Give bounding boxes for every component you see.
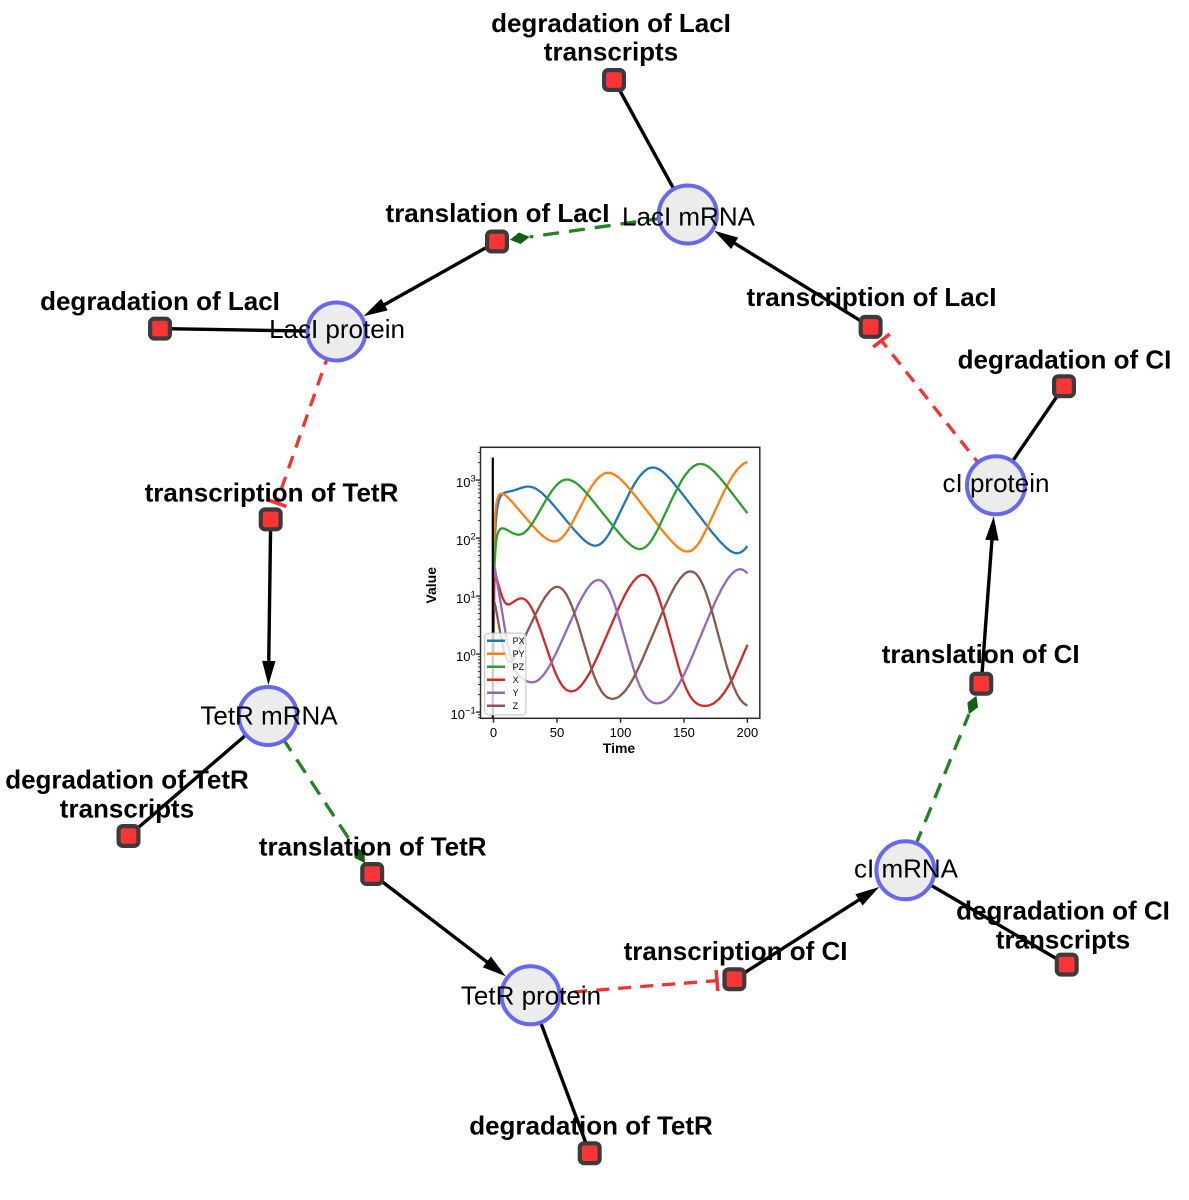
svg-text:translation of CI: translation of CI	[882, 639, 1080, 669]
svg-text:degradation of LacI: degradation of LacI	[40, 286, 280, 316]
svg-text:transcripts: transcripts	[544, 37, 678, 67]
svg-text:transcription of TetR: transcription of TetR	[145, 478, 399, 508]
svg-text:degradation of CI: degradation of CI	[958, 345, 1172, 375]
svg-text:transcripts: transcripts	[60, 794, 194, 824]
svg-text:200: 200	[737, 725, 759, 740]
svg-text:103: 103	[456, 474, 476, 491]
svg-text:PY: PY	[513, 649, 525, 659]
svg-text:degradation of TetR: degradation of TetR	[5, 765, 249, 795]
svg-text:translation of LacI: translation of LacI	[386, 198, 610, 228]
svg-text:degradation of TetR: degradation of TetR	[469, 1111, 713, 1141]
svg-text:Time: Time	[603, 740, 636, 756]
svg-text:PX: PX	[513, 636, 525, 646]
svg-text:101: 101	[456, 590, 476, 607]
svg-text:Z: Z	[513, 701, 519, 711]
svg-text:degradation of CI: degradation of CI	[956, 895, 1170, 925]
svg-text:102: 102	[456, 532, 476, 549]
svg-text:cI mRNA: cI mRNA	[854, 853, 959, 883]
svg-text:TetR mRNA: TetR mRNA	[200, 701, 338, 731]
svg-text:degradation of LacI: degradation of LacI	[491, 8, 731, 38]
svg-text:100: 100	[610, 725, 632, 740]
svg-text:translation of TetR: translation of TetR	[259, 831, 487, 861]
svg-text:0: 0	[490, 725, 497, 740]
svg-text:100: 100	[456, 648, 476, 665]
svg-text:X: X	[513, 675, 519, 685]
svg-text:Y: Y	[513, 688, 519, 698]
svg-text:transcripts: transcripts	[996, 924, 1130, 954]
svg-text:transcription of LacI: transcription of LacI	[747, 282, 997, 312]
svg-text:cI protein: cI protein	[943, 468, 1050, 498]
svg-text:LacI protein: LacI protein	[269, 314, 405, 344]
svg-text:TetR protein: TetR protein	[461, 980, 601, 1010]
svg-text:PZ: PZ	[513, 662, 525, 672]
svg-text:10−1: 10−1	[450, 706, 475, 723]
svg-text:transcription of CI: transcription of CI	[624, 936, 848, 966]
svg-text:LacI mRNA: LacI mRNA	[622, 201, 756, 231]
svg-text:50: 50	[550, 725, 564, 740]
svg-text:Value: Value	[423, 567, 439, 604]
svg-text:150: 150	[673, 725, 695, 740]
